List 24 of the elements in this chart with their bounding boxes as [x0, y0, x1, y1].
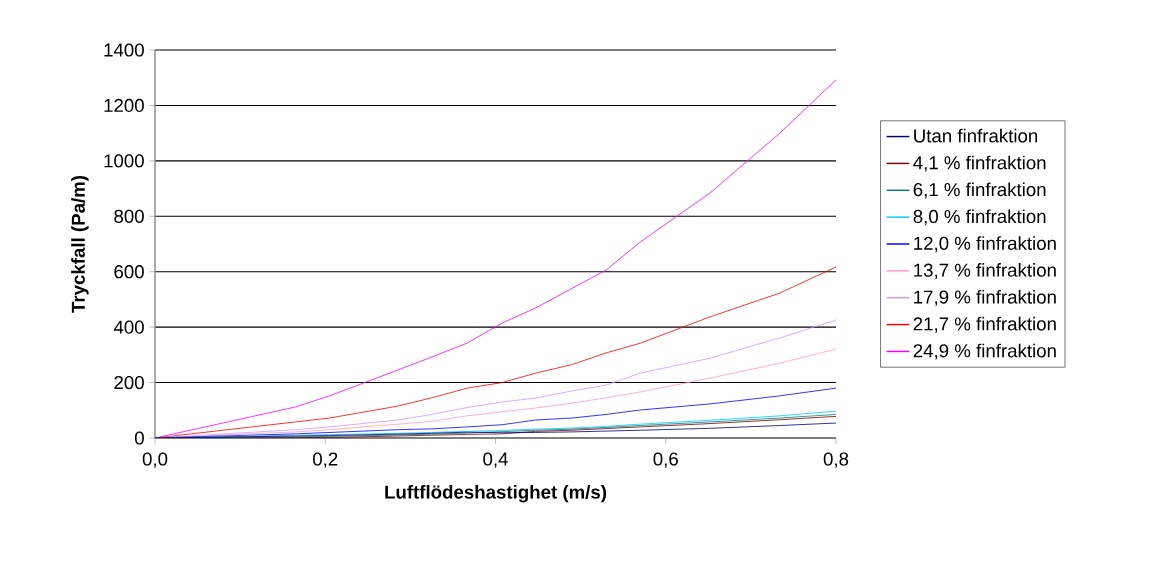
y-tick-label: 400: [113, 320, 144, 334]
x-tick-label: 0,6: [653, 452, 678, 468]
y-tick-label: 0: [134, 431, 144, 445]
legend-label: 4,1 % finfraktion: [913, 155, 1046, 172]
legend-label: 8,0 % finfraktion: [913, 209, 1046, 226]
legend-label: 13,7 % finfraktion: [914, 263, 1056, 280]
y-tick-label: 1200: [104, 98, 144, 113]
legend-label: 12,0 % finfraktion: [914, 236, 1056, 253]
y-axis-title: Tryckfall (Pa/m): [71, 175, 89, 313]
x-tick-label: 0,2: [313, 452, 338, 468]
y-tick-label: 600: [114, 265, 144, 279]
legend-label: 21,7 % finfraktion: [913, 316, 1056, 333]
y-tick-label: 1400: [104, 43, 144, 57]
y-tick-label: 1000: [104, 154, 144, 168]
x-tick-label: 0,8: [823, 452, 849, 468]
legend-label: 17,9 % finfraktion: [914, 289, 1056, 306]
y-tick-label: 200: [114, 375, 144, 390]
x-tick-label: 0,0: [142, 452, 168, 468]
legend-label: 24,9 % finfraktion: [913, 343, 1056, 360]
x-axis-title: Luftflödeshastighet (m/s): [385, 484, 607, 503]
x-tick-label: 0,4: [483, 452, 508, 468]
legend-label: Utan finfraktion: [914, 128, 1038, 143]
y-tick-label: 800: [114, 209, 144, 223]
legend-label: 6,1 % finfraktion: [913, 182, 1046, 199]
